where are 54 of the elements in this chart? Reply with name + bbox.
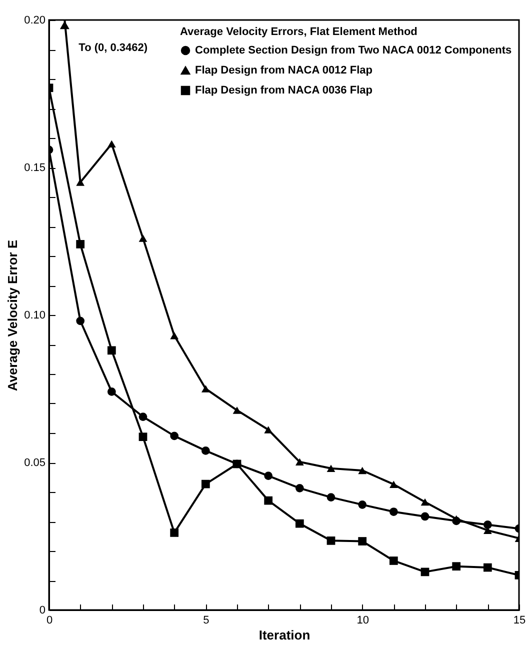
point xyxy=(483,563,492,572)
y-tick-label: 0.10 xyxy=(24,310,46,322)
legend-label: Flap Design from NACA 0036 Flap xyxy=(195,84,373,96)
point xyxy=(107,346,116,355)
point xyxy=(232,406,242,414)
point xyxy=(420,512,430,521)
x-axis-title: Iteration xyxy=(258,628,310,642)
y-tick-label: 0.20 xyxy=(24,14,46,26)
point xyxy=(232,460,242,468)
point xyxy=(76,316,85,326)
point xyxy=(389,508,398,516)
annotation: To (0, 0.3462) xyxy=(78,42,148,54)
x-tick-label: 15 xyxy=(513,614,526,626)
point xyxy=(452,562,461,571)
point xyxy=(358,466,367,474)
point xyxy=(201,446,210,455)
point xyxy=(264,426,273,434)
point xyxy=(295,519,304,528)
point xyxy=(138,432,148,442)
point xyxy=(264,496,273,505)
point xyxy=(326,464,336,472)
y-tick-label: 0 xyxy=(39,604,46,616)
point xyxy=(201,480,210,488)
legend-label: Flap Design from NACA 0012 Flap xyxy=(195,64,373,76)
x-tick-label: 5 xyxy=(203,614,210,626)
x-tick-label: 0 xyxy=(46,614,53,626)
point xyxy=(76,240,85,248)
point xyxy=(420,568,430,576)
point xyxy=(452,515,461,522)
point xyxy=(389,556,398,565)
point xyxy=(389,480,398,488)
point xyxy=(326,493,336,502)
point xyxy=(483,520,492,529)
y-axis-title: Average Velocity Error E xyxy=(5,240,20,392)
point xyxy=(170,432,179,440)
point xyxy=(295,484,304,492)
x-tick-label: 10 xyxy=(356,614,369,626)
y-tick-label: 0.05 xyxy=(24,457,46,469)
point xyxy=(170,332,179,340)
point xyxy=(138,234,148,242)
point xyxy=(358,500,367,509)
legend-title: Average Velocity Errors, Flat Element Method xyxy=(180,26,418,38)
point xyxy=(295,458,304,466)
legend-label: Complete Section Design from Two NACA 0012 Components xyxy=(195,44,512,56)
point xyxy=(107,388,116,396)
point xyxy=(358,537,367,546)
point xyxy=(107,140,116,148)
point xyxy=(264,472,273,480)
point xyxy=(138,412,148,421)
point xyxy=(170,528,179,537)
y-tick-label: 0.15 xyxy=(24,162,46,174)
point xyxy=(326,536,336,545)
point xyxy=(201,385,210,392)
point xyxy=(420,498,430,506)
